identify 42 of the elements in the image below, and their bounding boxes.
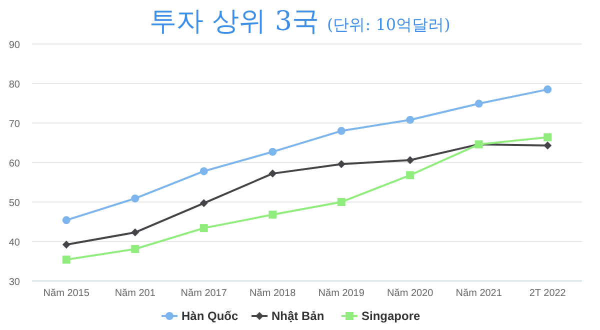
legend-label: Singapore [362,309,420,323]
point [268,170,277,178]
x-tick-label: Năm 2017 [180,288,228,299]
point [544,142,552,150]
point [62,240,70,249]
point [131,194,140,202]
x-tick-label: Năm 201 [114,288,156,299]
x-tick-label: Năm 2018 [250,288,296,299]
point [200,199,208,208]
point [406,156,414,164]
y-tick-label: 70 [8,119,20,130]
legend-label: Nhật Bản [272,309,324,323]
point [337,160,346,168]
point [544,133,552,142]
point [337,198,346,206]
point [200,167,208,176]
y-tick-label: 40 [8,238,20,248]
legend-label: Hàn Quốc [182,309,238,323]
y-tick-label: 30 [8,277,20,288]
point [337,126,346,135]
point [268,210,277,219]
chart-title: 투자 상위 3국 [150,6,320,37]
point [131,245,140,254]
chart-subtitle: (단위: 10억달러) [327,15,450,34]
point [62,216,70,224]
y-tick-label: 90 [8,40,20,51]
y-tick-label: 60 [8,158,20,170]
x-tick-label: Năm 2019 [318,288,365,299]
point [406,171,414,180]
point [62,256,70,264]
x-tick-label: Năm 2021 [456,288,502,299]
point [544,85,552,94]
x-tick-label: Năm 2015 [43,288,90,299]
x-tick-label: 2T 2022 [529,288,566,299]
point [268,148,277,156]
point [406,116,414,124]
y-tick-label: 50 [8,198,20,209]
x-tick-label: Năm 2020 [387,288,434,299]
point [131,228,140,236]
y-tick-label: 80 [8,80,20,90]
point [474,100,483,108]
point [200,224,208,232]
